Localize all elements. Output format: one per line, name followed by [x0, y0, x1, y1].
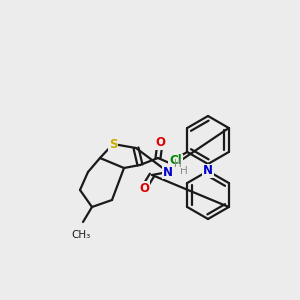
Text: N: N: [203, 164, 213, 178]
Text: Cl: Cl: [169, 154, 182, 167]
Text: N: N: [169, 158, 179, 172]
Text: H: H: [180, 166, 188, 176]
Text: H: H: [174, 159, 182, 169]
Text: S: S: [109, 137, 117, 151]
Text: N: N: [163, 166, 173, 178]
Text: CH₃: CH₃: [71, 230, 91, 240]
Text: O: O: [155, 136, 165, 149]
Text: O: O: [139, 182, 149, 194]
